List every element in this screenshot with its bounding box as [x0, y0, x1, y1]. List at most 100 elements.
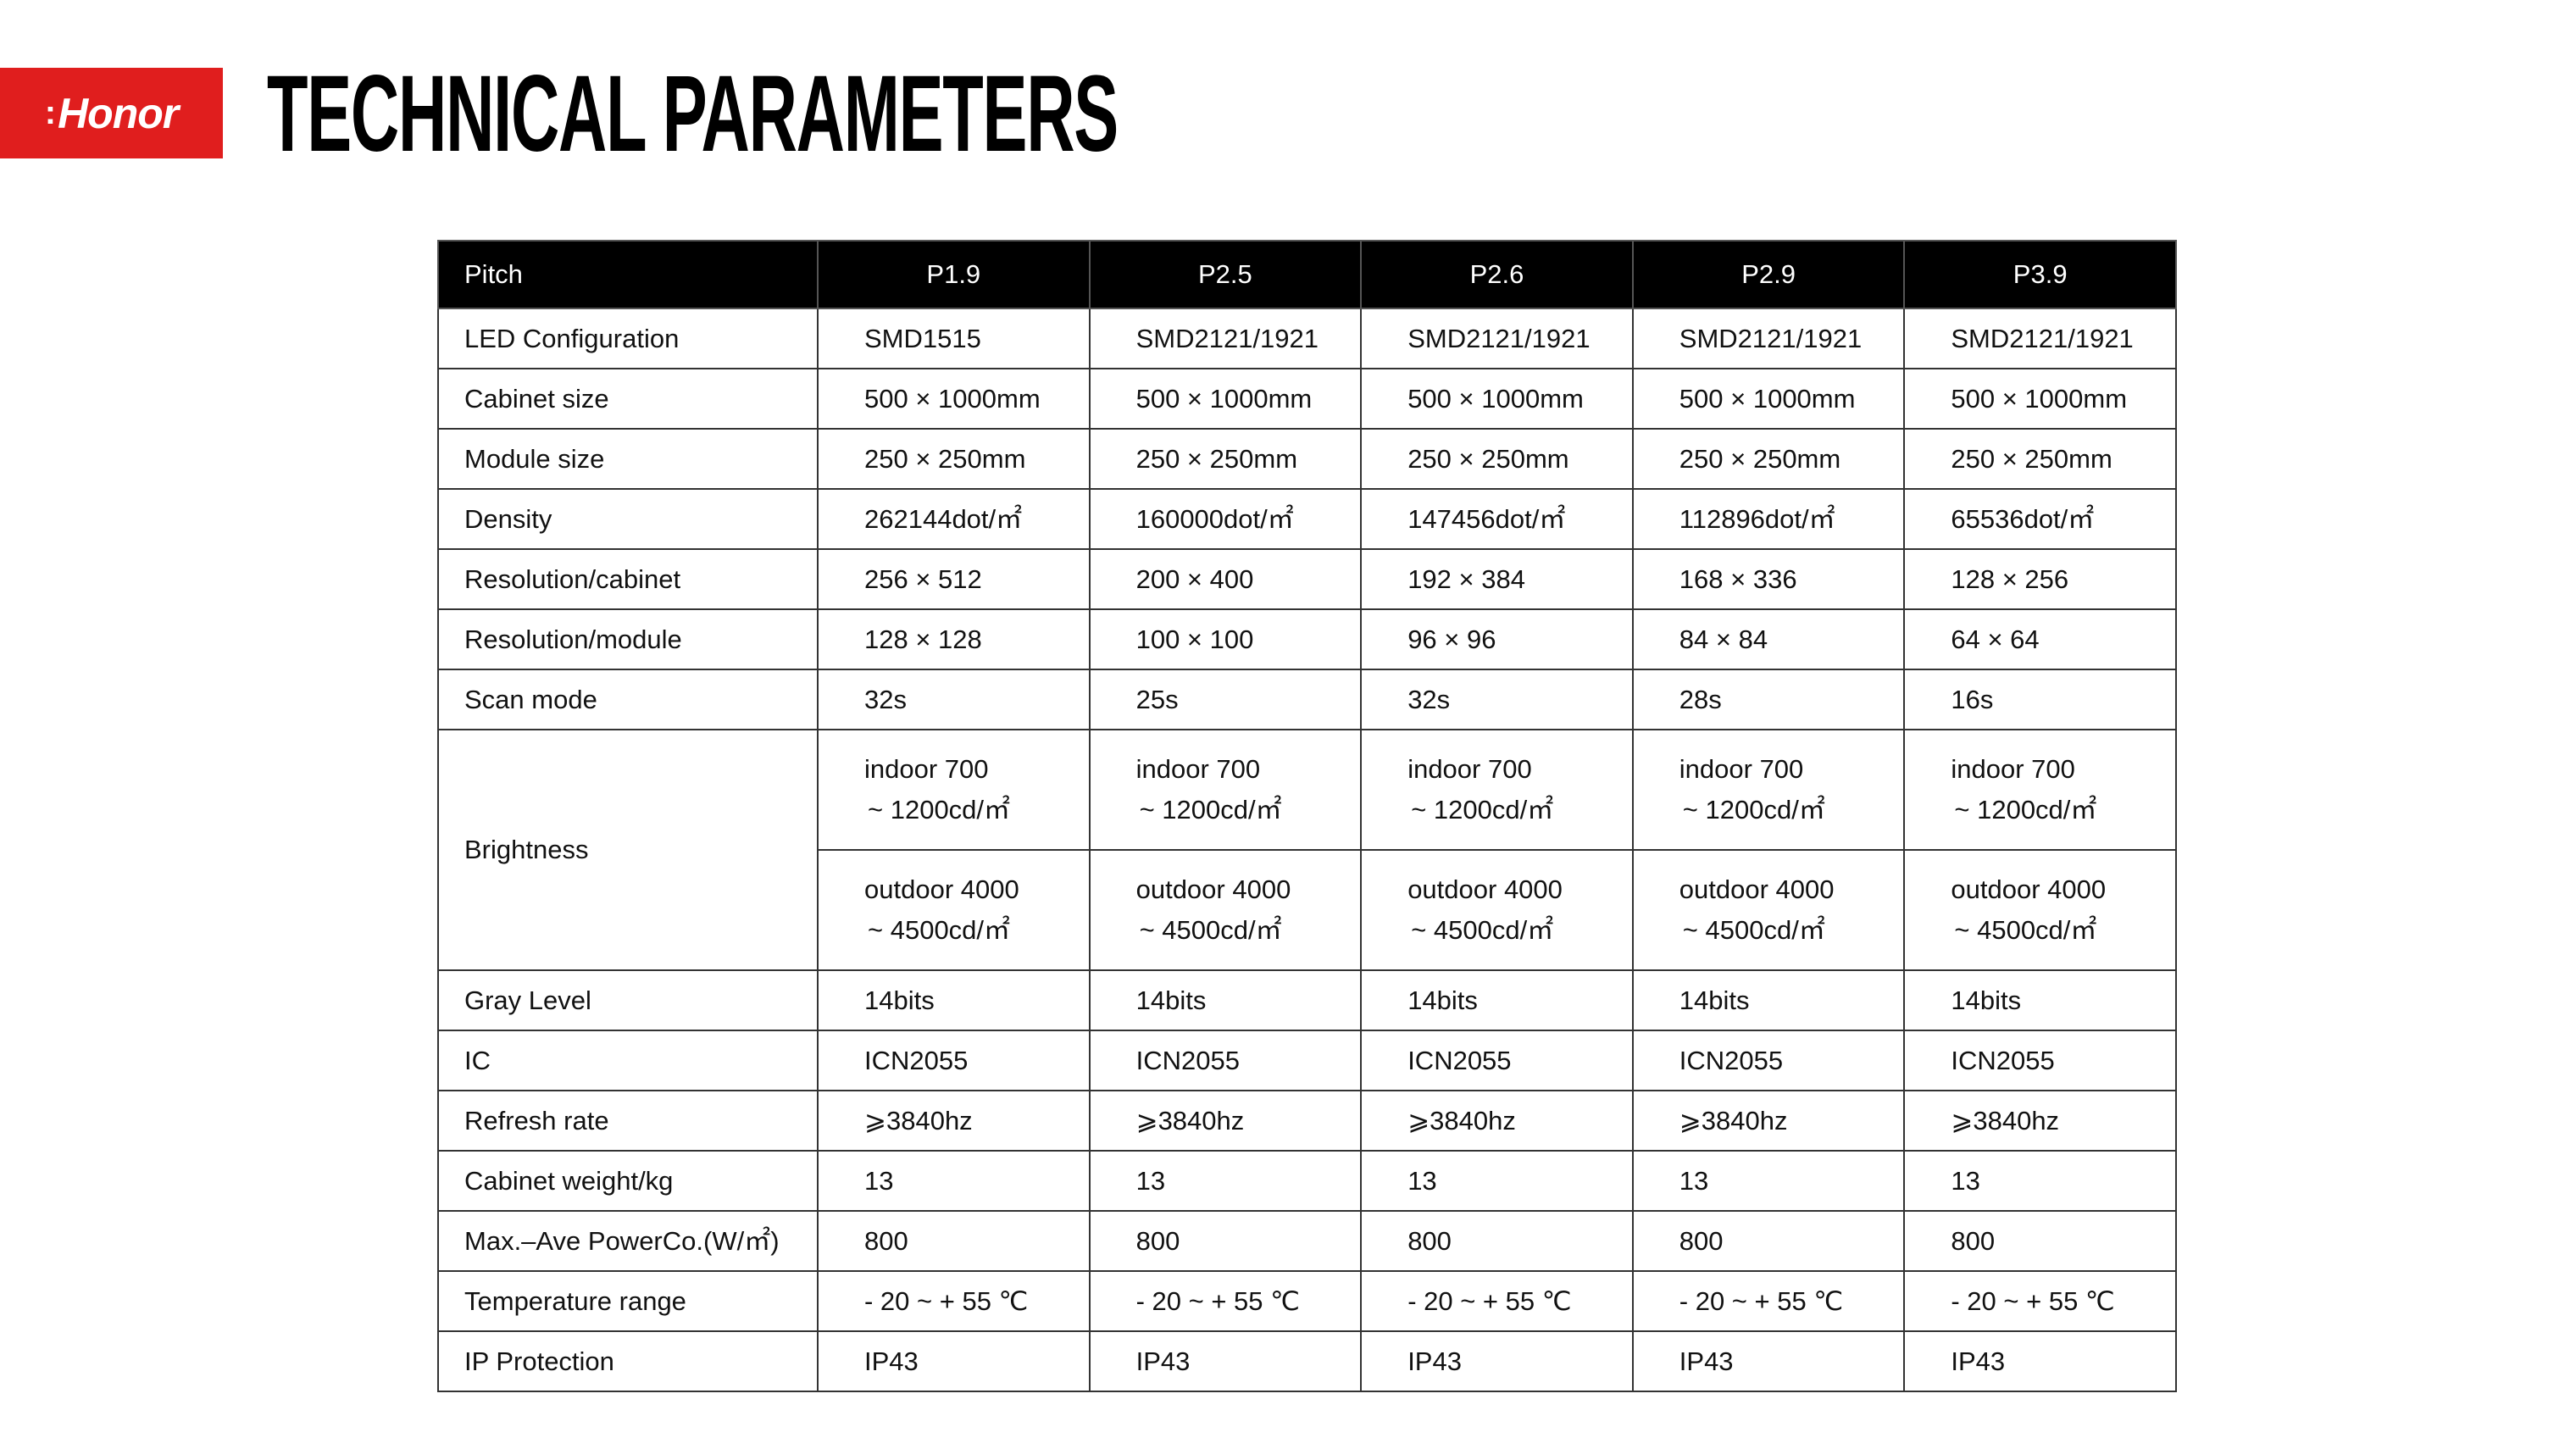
brightness-outdoor-cell: outdoor 4000 ~ 4500cd/㎡: [1088, 849, 1363, 971]
table-row: Temperature range - 20 ~ + 55 ℃ - 20 ~ + 5…: [437, 1270, 2177, 1332]
cell-value: 800: [817, 1210, 1091, 1272]
cell-value: - 20 ~ + 55 ℃: [1088, 1270, 1363, 1332]
page-title: TECHNICAL PARAMETERS: [267, 53, 1119, 175]
cell-value: 96 × 96: [1360, 608, 1634, 670]
row-label: LED Configuration: [437, 308, 819, 369]
brightness-outdoor-line2: ~ 4500cd/㎡: [1682, 915, 1825, 945]
cell-value: 13: [1360, 1150, 1634, 1212]
table-row: Module size 250 × 250mm 250 × 250mm 250 × 2…: [437, 428, 2177, 490]
row-label: Module size: [437, 428, 819, 490]
row-label: Max.–Ave PowerCo.(W/㎡): [437, 1210, 819, 1272]
table-row: Scan mode 32s 25s 32s 28s 16s: [437, 669, 2177, 730]
cell-value: ⩾3840hz: [1360, 1090, 1634, 1152]
cell-value: 250 × 250mm: [1088, 428, 1363, 490]
brightness-outdoor-line1: outdoor 4000: [1135, 874, 1291, 904]
brightness-indoor-line2: ~ 1200cd/㎡: [868, 795, 1011, 824]
table-row: Density 262144dot/㎡ 160000dot/㎡ 147456dot/㎡…: [437, 488, 2177, 550]
cell-value: 14bits: [1360, 969, 1634, 1031]
row-label: IP Protection: [437, 1330, 819, 1392]
brightness-outdoor-line2: ~ 4500cd/㎡: [1954, 915, 2097, 945]
brightness-indoor-cell: indoor 700 ~ 1200cd/㎡: [1631, 729, 1906, 851]
cell-value: 16s: [1903, 669, 2177, 730]
header-pitch-value: P3.9: [1903, 240, 2177, 309]
cell-value: 800: [1631, 1210, 1906, 1272]
cell-value: 25s: [1088, 669, 1363, 730]
table-row: Resolution/module 128 × 128 100 × 100 96 × …: [437, 608, 2177, 670]
brightness-outdoor-line1: outdoor 4000: [1407, 874, 1563, 904]
brightness-outdoor-line1: outdoor 4000: [1951, 874, 2107, 904]
cell-value: IP43: [1360, 1330, 1634, 1392]
cell-value: 13: [1903, 1150, 2177, 1212]
row-label: Resolution/module: [437, 608, 819, 670]
cell-value: 128 × 256: [1903, 548, 2177, 610]
cell-value: SMD2121/1921: [1088, 308, 1363, 369]
brightness-indoor-cell: indoor 700 ~ 1200cd/㎡: [1903, 729, 2177, 851]
brightness-outdoor-line1: outdoor 4000: [1679, 874, 1835, 904]
brightness-outdoor-line2: ~ 4500cd/㎡: [1411, 915, 1554, 945]
brightness-indoor-line2: ~ 1200cd/㎡: [1682, 795, 1825, 824]
cell-value: 65536dot/㎡: [1903, 488, 2177, 550]
header-pitch-value: P2.6: [1360, 240, 1634, 309]
row-label: Refresh rate: [437, 1090, 819, 1152]
brightness-indoor-line2: ~ 1200cd/㎡: [1954, 795, 2097, 824]
brightness-outdoor-line1: outdoor 4000: [864, 874, 1019, 904]
row-label: Gray Level: [437, 969, 819, 1031]
cell-value: 800: [1088, 1210, 1363, 1272]
cell-value: ICN2055: [817, 1030, 1091, 1091]
cell-value: - 20 ~ + 55 ℃: [1631, 1270, 1906, 1332]
brightness-indoor-cell: indoor 700 ~ 1200cd/㎡: [1088, 729, 1363, 851]
cell-value: 13: [817, 1150, 1091, 1212]
header-pitch-value: P2.5: [1088, 240, 1363, 309]
brightness-indoor-line2: ~ 1200cd/㎡: [1411, 795, 1554, 824]
cell-value: 64 × 64: [1903, 608, 2177, 670]
cell-value: 256 × 512: [817, 548, 1091, 610]
table-row: IC ICN2055 ICN2055 ICN2055 ICN2055 ICN2055: [437, 1030, 2177, 1091]
cell-value: IP43: [1903, 1330, 2177, 1392]
brightness-outdoor-cell: outdoor 4000 ~ 4500cd/㎡: [1360, 849, 1634, 971]
cell-value: SMD2121/1921: [1360, 308, 1634, 369]
cell-value: 14bits: [817, 969, 1091, 1031]
cell-value: 800: [1360, 1210, 1634, 1272]
cell-value: 500 × 1000mm: [817, 368, 1091, 430]
cell-value: 14bits: [1903, 969, 2177, 1031]
cell-value: - 20 ~ + 55 ℃: [1903, 1270, 2177, 1332]
cell-value: IP43: [1631, 1330, 1906, 1392]
table-row: Max.–Ave PowerCo.(W/㎡) 800 800 800 800 800: [437, 1210, 2177, 1272]
row-label: Cabinet weight/kg: [437, 1150, 819, 1212]
table-row-brightness-indoor: Brightness indoor 700 ~ 1200cd/㎡ indoor 700…: [437, 729, 2177, 971]
cell-value: - 20 ~ + 55 ℃: [817, 1270, 1091, 1332]
cell-value: 128 × 128: [817, 608, 1091, 670]
cell-value: 250 × 250mm: [817, 428, 1091, 490]
cell-value: IP43: [817, 1330, 1091, 1392]
cell-value: 800: [1903, 1210, 2177, 1272]
brightness-outdoor-line2: ~ 4500cd/㎡: [868, 915, 1011, 945]
cell-value: 250 × 250mm: [1360, 428, 1634, 490]
brightness-indoor-line1: indoor 700: [1407, 754, 1532, 784]
cell-value: 262144dot/㎡: [817, 488, 1091, 550]
cell-value: 250 × 250mm: [1631, 428, 1906, 490]
header-pitch-value: P1.9: [817, 240, 1091, 309]
brightness-outdoor-line2: ~ 4500cd/㎡: [1139, 915, 1282, 945]
brightness-outdoor-cell: outdoor 4000 ~ 4500cd/㎡: [1631, 849, 1906, 971]
cell-value: ⩾3840hz: [1631, 1090, 1906, 1152]
cell-value: 200 × 400: [1088, 548, 1363, 610]
cell-value: ICN2055: [1631, 1030, 1906, 1091]
cell-value: - 20 ~ + 55 ℃: [1360, 1270, 1634, 1332]
cell-value: ⩾3840hz: [817, 1090, 1091, 1152]
row-label: Brightness: [437, 729, 819, 971]
brightness-outdoor-cell: outdoor 4000 ~ 4500cd/㎡: [817, 849, 1091, 971]
cell-value: 112896dot/㎡: [1631, 488, 1906, 550]
cell-value: 147456dot/㎡: [1360, 488, 1634, 550]
table-row: Resolution/cabinet 256 × 512 200 × 400 192 …: [437, 548, 2177, 610]
cell-value: 500 × 1000mm: [1088, 368, 1363, 430]
row-label: Scan mode: [437, 669, 819, 730]
cell-value: 100 × 100: [1088, 608, 1363, 670]
cell-value: 500 × 1000mm: [1360, 368, 1634, 430]
cell-value: 28s: [1631, 669, 1906, 730]
cell-value: SMD1515: [817, 308, 1091, 369]
table-header-row: Pitch P1.9 P2.5 P2.6 P2.9 P3.9: [437, 240, 2177, 309]
cell-value: 32s: [1360, 669, 1634, 730]
table-row: Gray Level 14bits 14bits 14bits 14bits 14bits: [437, 969, 2177, 1031]
cell-value: 84 × 84: [1631, 608, 1906, 670]
brightness-indoor-line1: indoor 700: [1951, 754, 2075, 784]
